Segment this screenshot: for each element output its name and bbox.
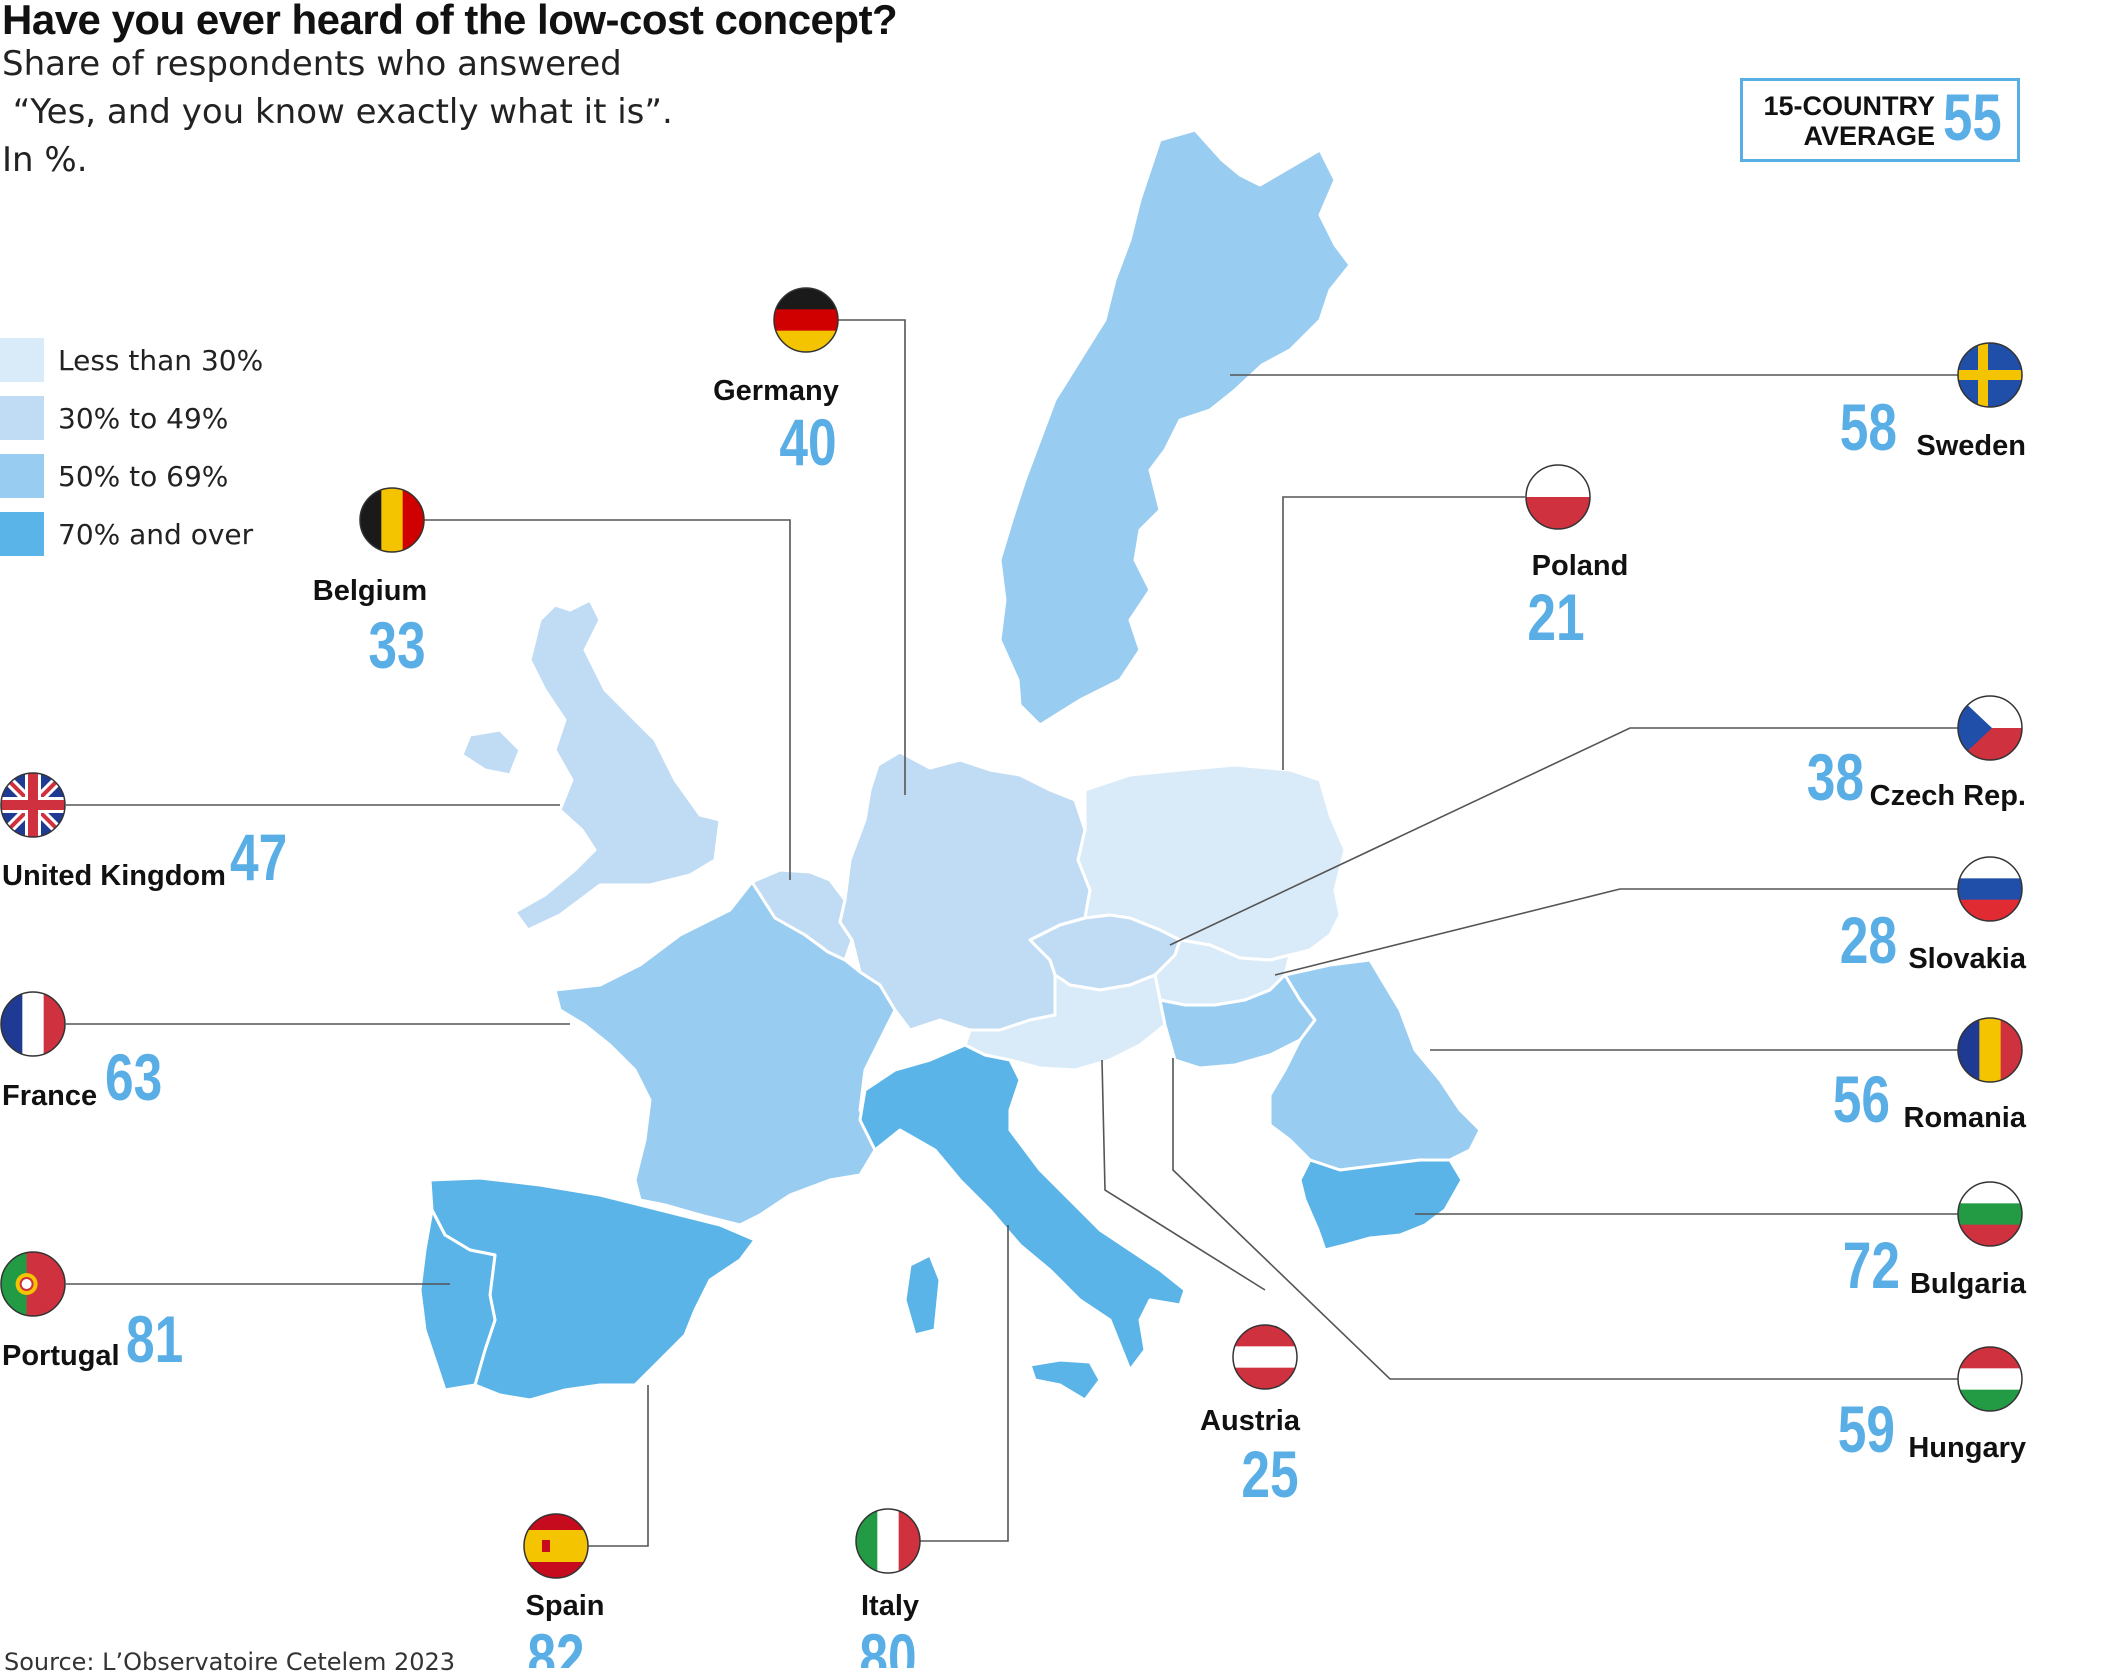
legend-item-less-than-30: Less than 30%	[0, 336, 263, 384]
country-label-spain: Spain	[526, 1590, 605, 1622]
region-bulgaria	[1298, 1158, 1464, 1252]
flag-outline	[1957, 1346, 2023, 1412]
germany-flag-icon	[774, 288, 838, 352]
country-value-france: 63	[105, 1040, 162, 1115]
leader-line	[420, 519, 791, 880]
country-value-germany: 40	[779, 405, 836, 480]
country-label-italy: Italy	[861, 1590, 919, 1622]
flag-outline	[0, 1251, 66, 1317]
country-value-czech-rep: 38	[1807, 740, 1864, 815]
belgium-flag-icon	[360, 488, 424, 552]
leader-line	[920, 1225, 1009, 1542]
legend-label: 50% to 69%	[58, 459, 229, 493]
leader-line	[838, 319, 906, 795]
country-label-romania: Romania	[1904, 1102, 2027, 1134]
country-label-germany: Germany	[713, 375, 839, 407]
legend-label: Less than 30%	[58, 343, 264, 377]
uk-flag-icon	[1, 773, 65, 837]
leader-line	[1169, 727, 1958, 946]
subtitle-line-3: In %.	[2, 140, 88, 180]
region-italy	[858, 1043, 1187, 1402]
country-value-united-kingdom: 47	[230, 820, 287, 895]
legend-item-30-to-49: 30% to 49%	[0, 394, 228, 442]
country-label-belgium: Belgium	[313, 575, 427, 607]
country-label-sweden: Sweden	[1916, 430, 2026, 462]
portugal-flag-icon	[1, 1252, 65, 1316]
chart-title: Have you ever heard of the low-cost conc…	[2, 0, 898, 43]
flag-outline	[855, 1508, 921, 1574]
country-label-france: France	[2, 1080, 97, 1112]
legend-swatch	[0, 338, 44, 382]
subtitle-line-1: Share of respondents who answered	[2, 44, 622, 84]
flag-outline	[523, 1513, 589, 1579]
flag-outline	[1957, 342, 2023, 408]
country-label-austria: Austria	[1200, 1405, 1301, 1437]
bulgaria-flag-icon	[1958, 1182, 2022, 1246]
region-portugal	[418, 1208, 497, 1392]
france-flag-icon	[1, 992, 65, 1056]
flag-outline	[1525, 464, 1591, 530]
flag-outline	[0, 991, 66, 1057]
leader-line	[1172, 1058, 1958, 1380]
sweden-flag-icon	[1958, 343, 2022, 407]
flag-outline	[1957, 1181, 2023, 1247]
leader-line	[1101, 1059, 1266, 1291]
region-united-kingdom	[460, 598, 722, 932]
flag-outline	[1957, 856, 2023, 922]
country-value-hungary: 59	[1838, 1392, 1895, 1467]
flag-outline	[0, 772, 66, 838]
legend-label: 30% to 49%	[58, 401, 229, 435]
average-value: 55	[1943, 80, 2002, 154]
average-label: 15-COUNTRY AVERAGE	[1763, 91, 1935, 151]
subtitle-line-2: “Yes, and you know exactly what it is”.	[2, 92, 673, 132]
hungary-flag-icon	[1958, 1347, 2022, 1411]
country-value-poland: 21	[1527, 580, 1584, 655]
poland-flag-icon	[1526, 465, 1590, 529]
leader-line	[1282, 496, 1525, 770]
country-label-united-kingdom: United Kingdom	[2, 860, 226, 892]
country-label-portugal: Portugal	[2, 1340, 120, 1372]
country-value-italy: 80	[859, 1620, 916, 1668]
legend-label: 70% and over	[58, 517, 254, 551]
country-value-sweden: 58	[1840, 390, 1897, 465]
spain-flag-icon	[524, 1514, 588, 1578]
country-label-poland: Poland	[1532, 550, 1629, 582]
region-romania	[1268, 958, 1482, 1172]
flag-outline	[1957, 695, 2023, 761]
legend-item-70-and-over: 70% and over	[0, 510, 253, 558]
legend-item-50-to-69: 50% to 69%	[0, 452, 228, 500]
flag-outline	[1232, 1324, 1298, 1390]
region-sweden	[998, 128, 1352, 727]
country-value-bulgaria: 72	[1843, 1228, 1900, 1303]
country-value-portugal: 81	[126, 1302, 183, 1377]
flag-outline	[1957, 1017, 2023, 1083]
flag-outline	[773, 287, 839, 353]
country-label-hungary: Hungary	[1908, 1432, 2026, 1464]
country-value-spain: 82	[527, 1620, 584, 1668]
country-label-bulgaria: Bulgaria	[1910, 1268, 2027, 1300]
country-label-slovakia: Slovakia	[1908, 943, 2027, 975]
country-value-slovakia: 28	[1840, 903, 1897, 978]
legend-swatch	[0, 512, 44, 556]
legend-swatch	[0, 396, 44, 440]
country-value-austria: 25	[1241, 1437, 1298, 1512]
average-box: 15-COUNTRY AVERAGE 55	[1740, 78, 2020, 162]
slovakia-flag-icon	[1958, 857, 2022, 921]
country-value-romania: 56	[1833, 1062, 1890, 1137]
leader-line	[1274, 888, 1958, 976]
flag-outline	[359, 487, 425, 553]
country-label-czech-rep: Czech Rep.	[1870, 780, 2026, 812]
country-value-belgium: 33	[368, 608, 425, 683]
austria-flag-icon	[1233, 1325, 1297, 1389]
legend-swatch	[0, 454, 44, 498]
italy-flag-icon	[856, 1509, 920, 1573]
source-note: Source: L’Observatoire Cetelem 2023	[4, 1648, 456, 1676]
romania-flag-icon	[1958, 1018, 2022, 1082]
leader-line	[588, 1385, 649, 1547]
